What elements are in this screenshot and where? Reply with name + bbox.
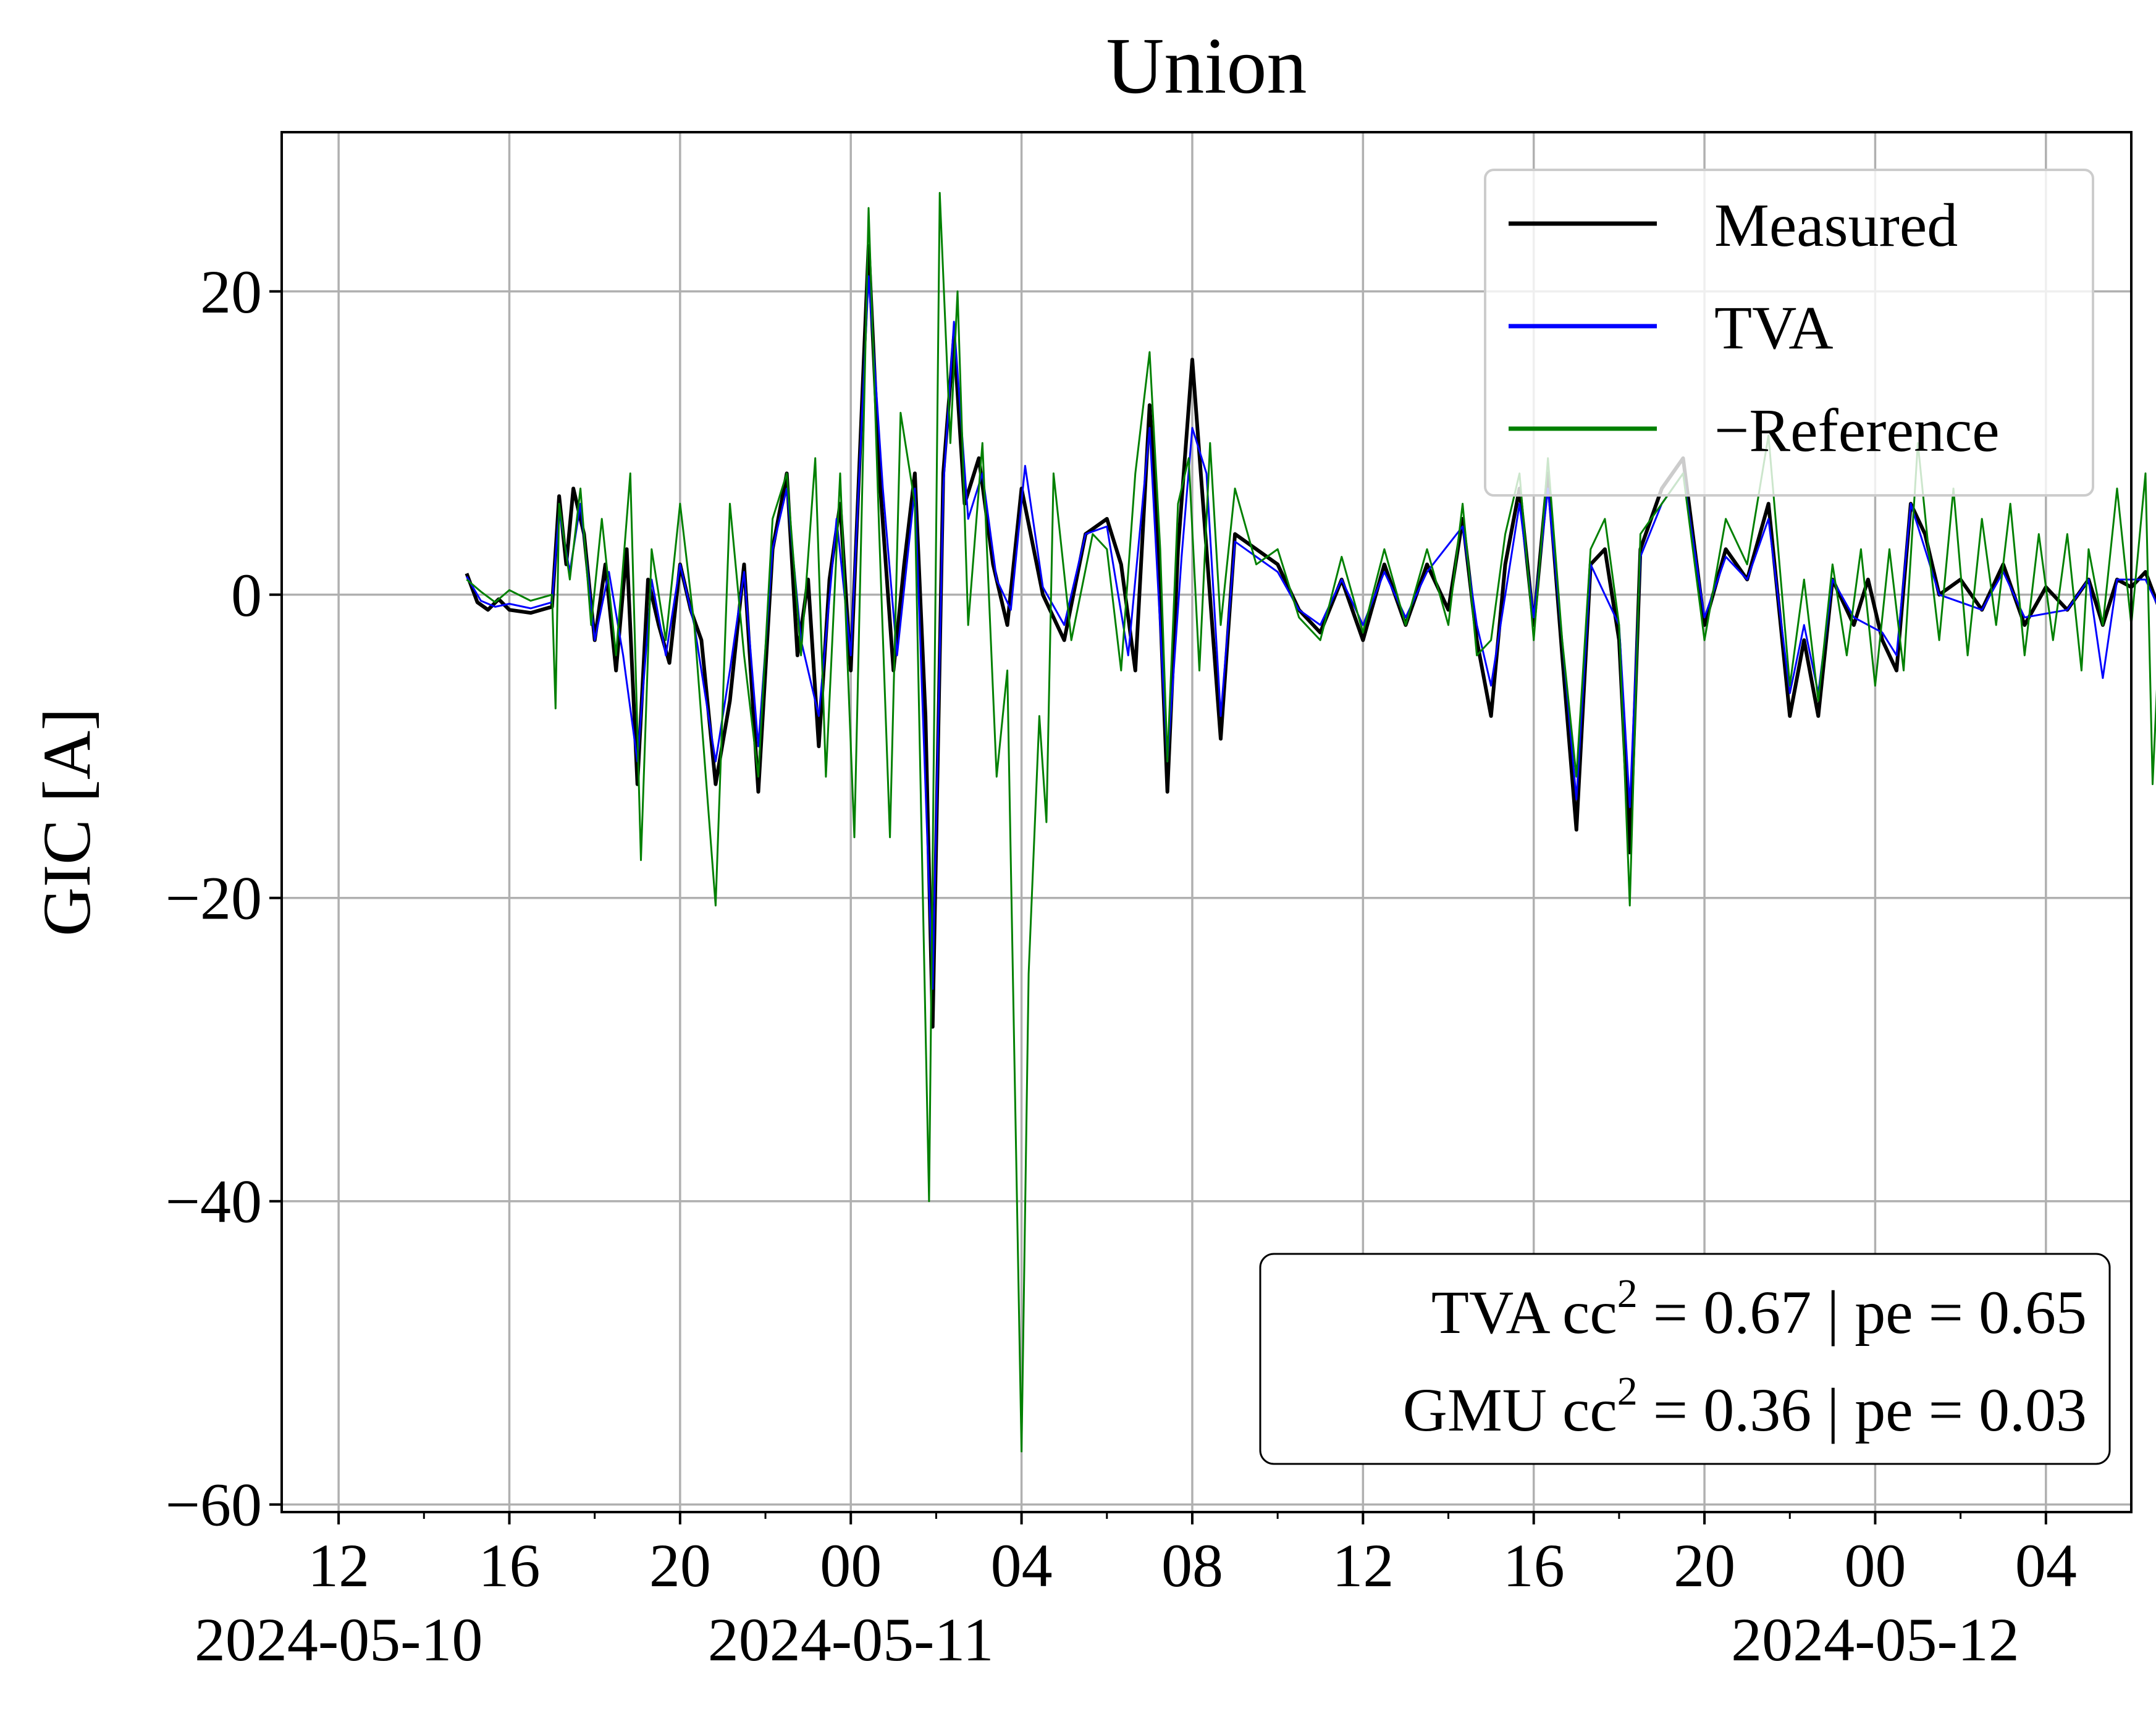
x-tick-label: 00 [820,1531,882,1600]
stats-cc-exponent: 2 [1617,1271,1638,1316]
stats-cc-label: cc [1562,1376,1617,1444]
series-line-tva [466,275,2156,990]
x-tick-label: 04 [991,1531,1053,1600]
y-axis-label: GIC [A] [29,708,104,936]
y-tick-label: 20 [200,258,262,326]
stats-values: = 0.36 | pe = 0.03 [1638,1376,2087,1444]
stats-cc-exponent: 2 [1617,1369,1638,1414]
stats-line: GMU cc2 = 0.36 | pe = 0.03 [1403,1369,2087,1444]
y-tick-label: −40 [166,1167,262,1236]
x-date-label: 2024-05-10 [195,1605,483,1674]
stats-line: TVA cc2 = 0.67 | pe = 0.65 [1431,1271,2087,1347]
legend-box [1484,169,2094,497]
x-tick-label: 12 [1332,1531,1394,1600]
x-tick-label: 20 [1674,1531,1735,1600]
stats-annotation-box [1259,1253,2111,1465]
y-tick-label: −60 [166,1471,262,1539]
chart-title: Union [1106,22,1307,111]
x-date-label: 2024-05-12 [1731,1605,2019,1674]
x-tick-label: 20 [649,1531,711,1600]
legend: Measured TVA −Reference [1484,169,2094,497]
series-line-reference [466,191,2156,1453]
series-lines [465,191,2156,1453]
stats-cc-label: cc [1562,1278,1617,1347]
x-tick-label: 04 [2015,1531,2077,1600]
x-tick-label: 16 [1503,1531,1565,1600]
x-date-label: 2024-05-11 [708,1605,994,1674]
x-tick-label: 16 [478,1531,540,1600]
x-tick-label: 00 [1844,1531,1906,1600]
y-tick-label: 0 [231,561,262,629]
stats-values: = 0.67 | pe = 0.65 [1638,1278,2087,1347]
y-tick-label: −20 [166,864,262,933]
stats-model: GMU [1403,1376,1562,1444]
x-tick-label: 12 [308,1531,369,1600]
x-tick-label: 08 [1161,1531,1223,1600]
plot-frame [280,131,2133,1513]
stats-model: TVA [1431,1278,1562,1347]
legend-label: Measured [1714,191,1958,259]
legend-label: TVA [1714,293,1834,362]
legend-label: −Reference [1714,396,2000,464]
